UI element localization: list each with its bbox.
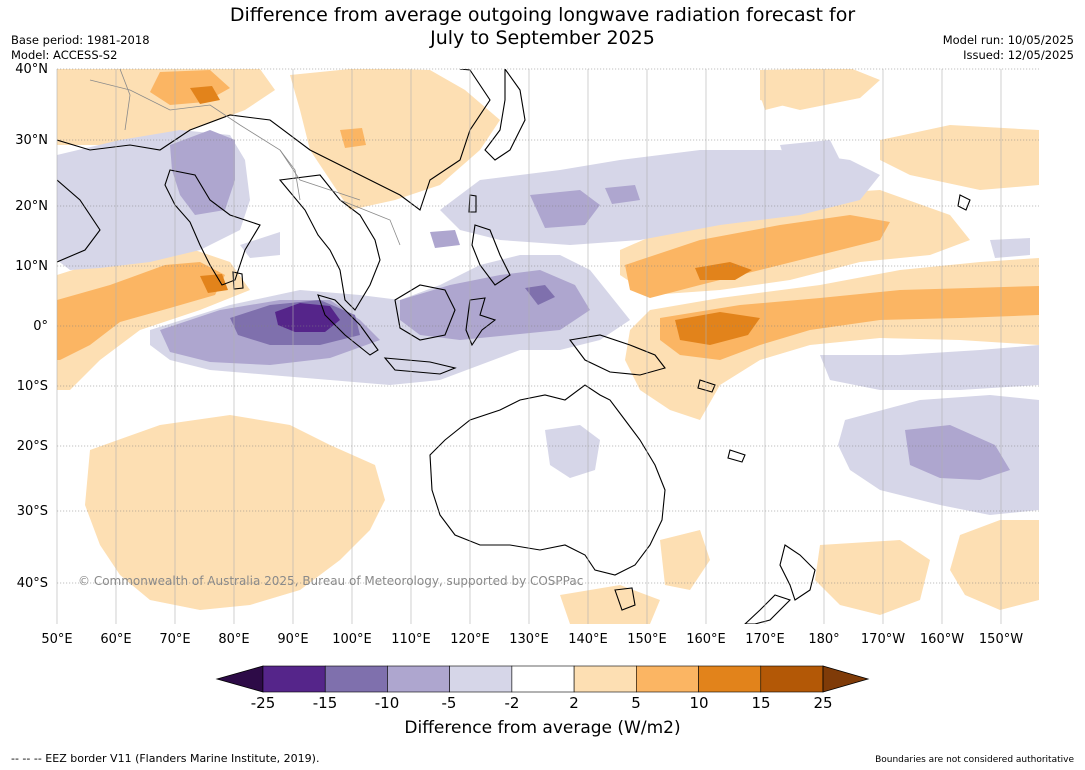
colorbar-label-15: 15 (751, 694, 771, 712)
australia-coastline (429, 384, 666, 576)
meta-right: Model run: 10/05/2025 Issued: 12/05/2025 (943, 33, 1074, 63)
anomaly-field (57, 69, 1039, 624)
lon-label-60e: 60°E (100, 632, 132, 647)
colorbar-segment (511, 665, 575, 693)
east-asia-coastline (57, 69, 491, 211)
new-zealand-south-coastline (744, 594, 792, 624)
sumatra-coastline (317, 294, 379, 356)
colorbar-extend-low (215, 665, 264, 693)
lat-label-40s: 40°S (16, 576, 48, 591)
meta-left: Base period: 1981-2018 Model: ACCESS-S2 (11, 33, 150, 63)
eez-legend-note: -- -- -- EEZ border V11 (Flanders Marine… (11, 752, 320, 765)
lon-label-80e: 80°E (218, 632, 250, 647)
issued-date: Issued: 12/05/2025 (963, 48, 1074, 62)
model-run: Model run: 10/05/2025 (942, 33, 1074, 47)
colorbar-segment (698, 665, 762, 693)
colorbar-label-5: 5 (631, 694, 641, 712)
new-zealand-coastline (779, 544, 816, 601)
java-coastline (383, 357, 457, 375)
lon-label-50e: 50°E (41, 632, 73, 647)
colorbar-segment (636, 665, 699, 693)
lat-label-20n: 20°N (15, 199, 48, 214)
graticule (56, 68, 1039, 624)
copyright-notice: © Commonwealth of Australia 2025, Bureau… (78, 574, 584, 588)
title-line-1: Difference from average outgoing longwav… (229, 4, 856, 26)
india-coastline (164, 169, 261, 286)
colorbar-label-minus5: -5 (441, 694, 457, 712)
se-asia-coastline (278, 174, 381, 311)
coastlines (57, 69, 971, 624)
new-guinea-coastline (569, 334, 666, 376)
base-period: Base period: 1981-2018 (11, 33, 150, 47)
colorbar-segment (387, 665, 450, 693)
lon-label-130e: 130°E (509, 632, 549, 647)
sulawesi-coastline (465, 297, 497, 347)
boundaries-disclaimer: Boundaries are not considered authoritat… (875, 755, 1074, 765)
colorbar-segment (449, 665, 513, 693)
tasmania-coastline (614, 587, 636, 611)
arabia-coastline (57, 179, 101, 263)
lat-label-30n: 30°N (15, 133, 48, 148)
lat-label-20s: 20°S (16, 439, 48, 454)
lon-label-120e: 120°E (450, 632, 490, 647)
lat-label-10n: 10°N (15, 259, 48, 274)
colorbar-label-2: 2 (569, 694, 579, 712)
colorbar (215, 665, 870, 693)
philippines-coastline (471, 224, 511, 286)
sri-lanka-coastline (232, 271, 244, 290)
colorbar-segment (573, 665, 637, 693)
taiwan-coastline (468, 194, 477, 213)
lon-label-160e: 160°E (686, 632, 726, 647)
colorbar-extend-high (822, 665, 870, 693)
japan-coastline (484, 69, 526, 161)
colorbar-label-minus10: -10 (374, 694, 400, 712)
colorbar-segment (262, 665, 326, 693)
colorbar-label-minus25: -25 (250, 694, 276, 712)
lat-label-40n: 40°N (15, 62, 48, 77)
positive-anomaly-strong (190, 86, 760, 345)
colorbar-label-minus2: -2 (504, 694, 520, 712)
colorbar-label-minus15: -15 (312, 694, 338, 712)
longitude-lines (56, 69, 1002, 624)
lon-label-170e: 170°E (745, 632, 785, 647)
lon-label-90e: 90°E (277, 632, 309, 647)
model-name: Model: ACCESS-S2 (11, 48, 118, 62)
lat-label-10s: 10°S (16, 379, 48, 394)
colorbar-label-10: 10 (689, 694, 709, 712)
colorbar-title: Difference from average (W/m2) (404, 718, 681, 738)
lon-label-140e: 140°E (568, 632, 608, 647)
country-borders (89, 69, 401, 246)
positive-anomaly-medium (57, 70, 1039, 360)
borneo-coastline (394, 284, 456, 341)
lat-label-0: 0° (33, 319, 48, 334)
lon-label-170w: 170°W (860, 632, 906, 647)
colorbar-segment (324, 665, 388, 693)
title-line-2: July to September 2025 (430, 27, 655, 49)
colorbar-segment (760, 665, 824, 693)
lon-label-180: 180° (808, 632, 840, 647)
lon-label-160w: 160°W (919, 632, 965, 647)
lon-label-150w: 150°W (978, 632, 1024, 647)
lon-label-70e: 70°E (159, 632, 191, 647)
colorbar-label-25: 25 (813, 694, 833, 712)
lon-label-100e: 100°E (332, 632, 372, 647)
lon-label-150e: 150°E (627, 632, 667, 647)
lat-label-30s: 30°S (16, 504, 48, 519)
lon-label-110e: 110°E (391, 632, 431, 647)
map-title: Difference from average outgoing longwav… (0, 4, 1085, 50)
